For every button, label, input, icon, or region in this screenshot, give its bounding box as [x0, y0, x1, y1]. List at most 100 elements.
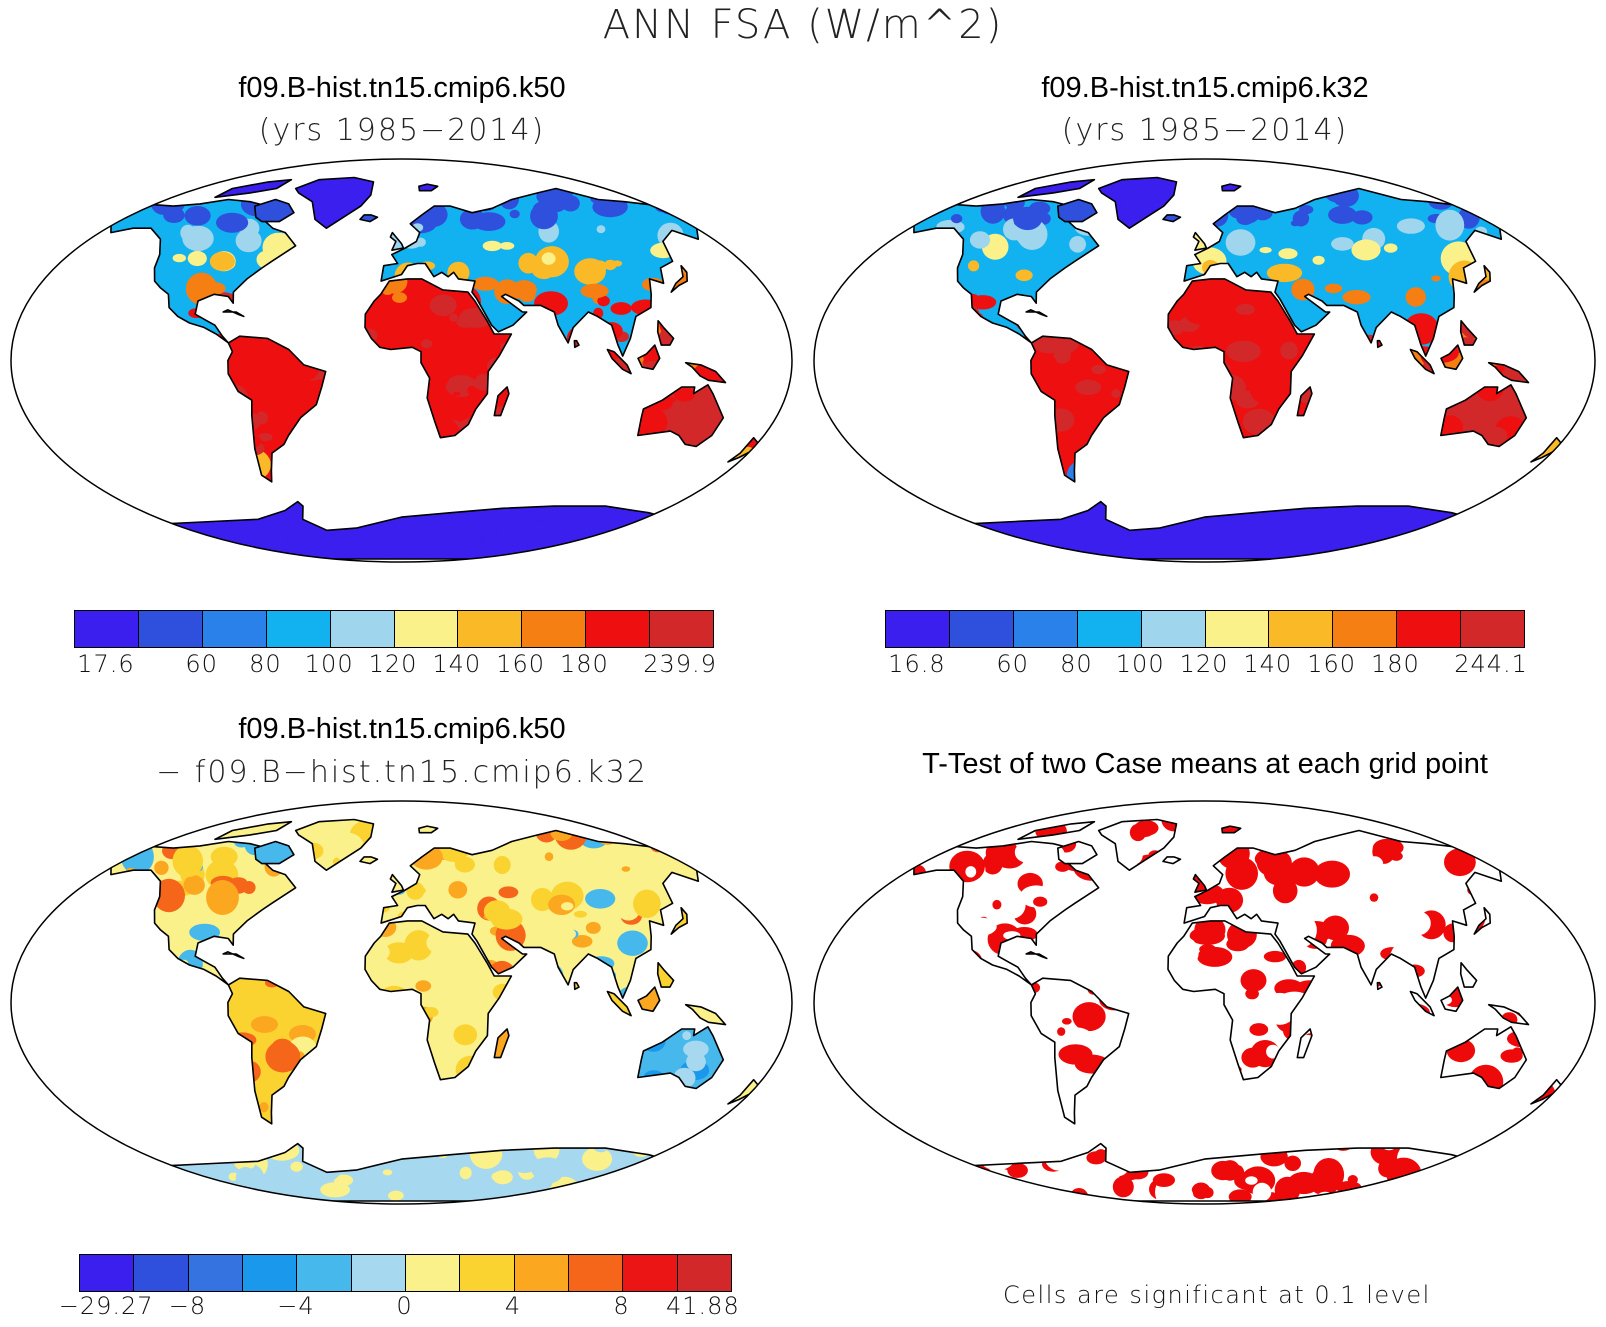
field-patch [1370, 963, 1388, 976]
coastline-borneo [1440, 344, 1464, 371]
field-patch [516, 520, 535, 534]
field-patch [1275, 1064, 1303, 1080]
field-patch [913, 318, 932, 343]
colorbar-difference [79, 1254, 732, 1292]
field-patch [202, 1143, 219, 1151]
field-patch [1226, 340, 1261, 362]
field-patch [469, 328, 483, 336]
field-patch [986, 333, 999, 343]
field-patch [1312, 255, 1325, 265]
coastline-greenland [294, 176, 375, 229]
field-patch [382, 1013, 395, 1025]
field-patch [1505, 869, 1513, 895]
field-patch [527, 924, 544, 939]
field-patch [550, 830, 573, 841]
field-patch [355, 535, 376, 554]
field-patch [1047, 1110, 1062, 1119]
field-patch [843, 283, 879, 306]
coastline-sumatra [606, 990, 632, 1017]
field-patch [1366, 916, 1389, 931]
field-patch [1472, 304, 1499, 327]
field-patch [1423, 538, 1438, 546]
field-patch [968, 260, 980, 272]
field-patch [258, 433, 273, 442]
field-patch [63, 301, 78, 312]
coastline-sumatra [1409, 348, 1435, 375]
coastline-japan [670, 906, 689, 935]
colorbar-tick-label: −29.27 [58, 1292, 154, 1320]
coastline-baffin [254, 840, 295, 865]
field-patch [1471, 303, 1488, 319]
field-patch [1192, 854, 1213, 866]
field-patch [682, 1031, 692, 1041]
field-patch [1249, 1023, 1269, 1036]
field-patch [1104, 193, 1120, 203]
field-patch [1507, 928, 1513, 949]
colorbar-cell [202, 611, 267, 647]
field-patch [1427, 351, 1435, 356]
field-patch [179, 1156, 188, 1165]
field-patch [152, 878, 185, 913]
colorbar-k50 [74, 610, 714, 648]
coastline-newguinea [1487, 361, 1530, 384]
field-patch [1405, 287, 1426, 307]
field-patch [1396, 218, 1425, 234]
field-patch [1194, 1029, 1227, 1045]
colorbar-tick-label: 180 [1370, 650, 1420, 678]
field-patch [143, 959, 179, 984]
field-patch [127, 1152, 159, 1179]
field-patch [980, 199, 1006, 224]
field-patch [718, 931, 744, 952]
field-patch [531, 961, 564, 990]
coastline-srilanka [573, 981, 580, 991]
field-patch [1197, 831, 1222, 850]
field-patch [533, 1157, 564, 1184]
field-patch [1134, 820, 1159, 836]
field-patch [365, 998, 378, 1010]
colorbar-cell [1013, 611, 1078, 647]
field-patch [365, 416, 380, 432]
field-patch [418, 184, 438, 191]
colorbar-tick-label: 0 [396, 1292, 413, 1320]
field-patch [571, 935, 593, 948]
coastline-africa [364, 278, 513, 439]
field-patch [409, 552, 427, 559]
coastline-iceland [1162, 856, 1182, 865]
field-patch [608, 1006, 627, 1016]
coastline-samerica [227, 977, 327, 1125]
field-patch [969, 231, 991, 249]
colorbar-cell [1461, 611, 1525, 647]
field-patch [1033, 896, 1048, 907]
land-samerica [1030, 336, 1129, 482]
coastline-eurasia [380, 187, 711, 357]
panel1-subtitle: (yrs 1985−2014) [258, 113, 546, 148]
field-patch [110, 269, 116, 293]
field-patch [227, 384, 249, 415]
field-patch [326, 501, 357, 524]
field-patch [696, 892, 710, 906]
coastline-africa [364, 920, 513, 1081]
field-patch [646, 993, 660, 1005]
field-patch [1221, 414, 1234, 427]
land-namerica [110, 841, 296, 985]
field-patch [696, 928, 710, 939]
field-patch [382, 1169, 393, 1176]
field-patch [382, 985, 406, 1000]
panel4-title: T-Test of two Case means at each grid po… [922, 748, 1488, 780]
field-patch [408, 1057, 425, 1067]
field-patch [381, 249, 394, 263]
field-patch [365, 1020, 393, 1046]
coastline-madagascar [493, 386, 510, 417]
coastline-japan [1473, 906, 1492, 935]
field-patch [1263, 359, 1277, 368]
map-border [10, 158, 793, 563]
field-patch [128, 872, 155, 894]
field-patch [113, 975, 137, 985]
colorbar-k32 [885, 610, 1525, 648]
field-patch [693, 300, 710, 313]
field-patch [209, 251, 235, 271]
field-patch [146, 331, 161, 343]
field-patch [1274, 424, 1298, 438]
field-patch [1192, 188, 1215, 203]
field-patch [1321, 915, 1349, 941]
